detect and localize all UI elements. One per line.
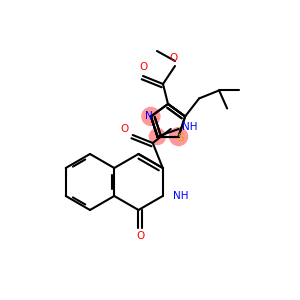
Circle shape [169,128,188,146]
Text: O: O [170,53,178,63]
Text: S: S [177,133,184,142]
Circle shape [149,129,165,145]
Text: NH: NH [173,191,188,201]
Text: O: O [136,231,145,241]
Text: O: O [139,62,147,72]
Text: O: O [121,124,129,134]
Text: NH: NH [182,122,197,132]
Circle shape [142,107,160,125]
Text: N: N [145,111,153,122]
